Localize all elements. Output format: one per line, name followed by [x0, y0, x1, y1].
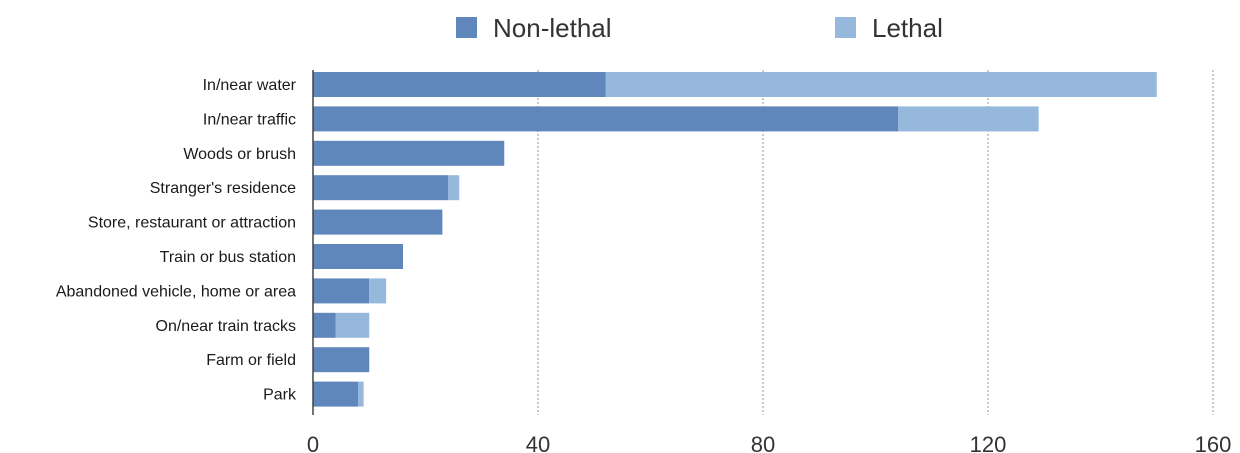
bar-non-lethal [313, 278, 370, 304]
bar-non-lethal [313, 312, 336, 338]
category-label: On/near train tracks [156, 318, 297, 335]
x-tick-label: 0 [307, 432, 319, 453]
category-label: In/near traffic [203, 111, 296, 128]
bar-non-lethal [313, 175, 448, 201]
x-tick-label: 40 [526, 432, 550, 453]
legend: Non-lethal Lethal [456, 13, 943, 43]
bar-lethal [605, 72, 1157, 97]
bar-non-lethal [313, 347, 370, 373]
axes: 0 40 80 120 160 In/near water In/near traffic W… [56, 70, 1232, 453]
bar-lethal [335, 312, 370, 338]
bar-non-lethal [313, 381, 358, 407]
x-tick-label: 120 [970, 432, 1007, 453]
bars [313, 72, 1157, 407]
legend-label-lethal: Lethal [872, 13, 943, 43]
x-tick-label: 80 [751, 432, 775, 453]
bar-lethal [369, 278, 387, 304]
category-label: Store, restaurant or attraction [88, 215, 296, 232]
category-label: Train or bus station [160, 249, 296, 266]
category-label: In/near water [203, 77, 297, 94]
category-label: Abandoned vehicle, home or area [56, 283, 296, 300]
category-label: Farm or field [206, 352, 296, 369]
bar-non-lethal [313, 140, 505, 166]
bar-non-lethal [313, 72, 606, 97]
x-tick-label: 160 [1195, 432, 1232, 453]
category-label: Park [263, 387, 297, 404]
legend-label-non-lethal: Non-lethal [493, 13, 612, 43]
bar-lethal [358, 381, 364, 407]
legend-swatch-non-lethal [456, 17, 477, 38]
category-label: Stranger's residence [150, 180, 296, 197]
bar-non-lethal [313, 244, 403, 269]
bar-lethal [898, 106, 1039, 132]
bar-non-lethal [313, 106, 898, 132]
bar-lethal [448, 175, 460, 201]
category-label: Woods or brush [183, 146, 296, 163]
bar-non-lethal [313, 209, 443, 235]
legend-swatch-lethal [835, 17, 856, 38]
